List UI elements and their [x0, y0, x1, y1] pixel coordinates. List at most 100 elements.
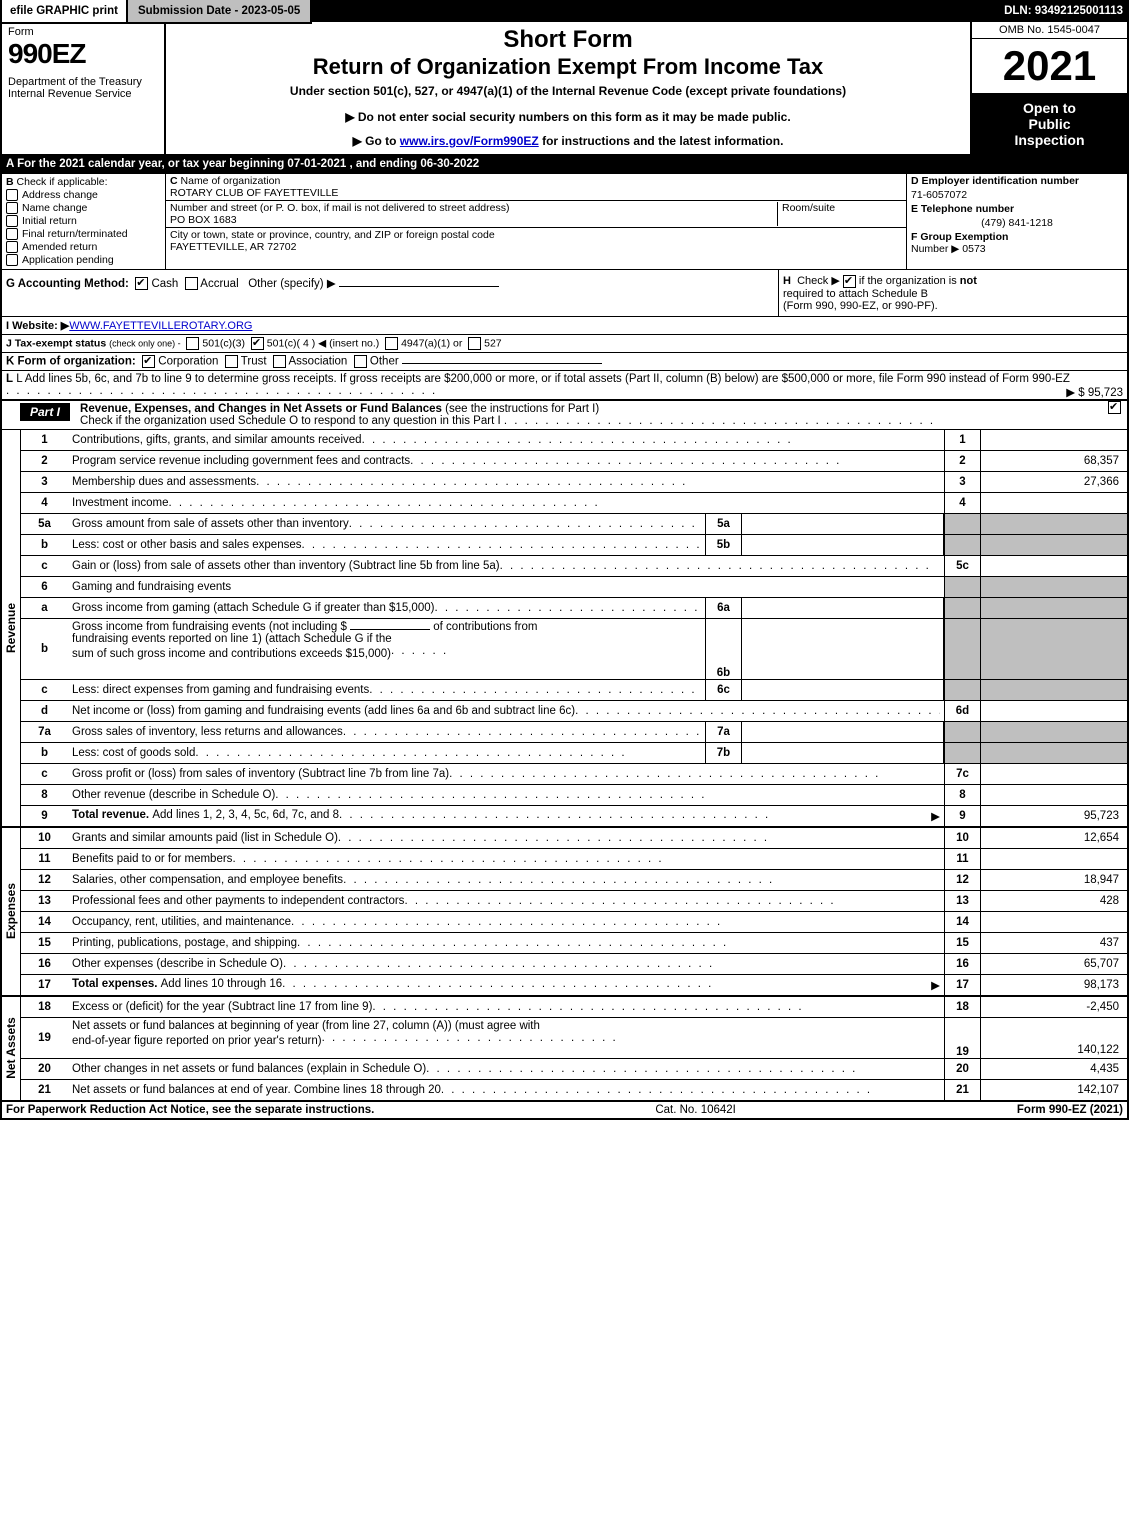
ssn-warning: ▶ Do not enter social security numbers o…: [172, 110, 964, 124]
line-end-val: 142,107: [980, 1080, 1127, 1100]
line-no: d: [21, 701, 68, 721]
line-no: 7a: [21, 722, 68, 742]
efile-print-button[interactable]: efile GRAPHIC print: [0, 0, 128, 24]
accounting-method: G Accounting Method: Cash Accrual Other …: [2, 270, 778, 316]
line-no: 12: [21, 870, 68, 890]
check-cash[interactable]: [135, 277, 148, 290]
line-end-no: 1: [944, 430, 980, 450]
line-c: cGain or (loss) from sale of assets othe…: [21, 556, 1127, 577]
end-grey: [944, 514, 980, 534]
mid-val: [742, 514, 944, 534]
line-10: 10Grants and similar amounts paid (list …: [21, 828, 1127, 849]
line-end-val: 437: [980, 933, 1127, 953]
check-schedule-b[interactable]: [843, 275, 856, 288]
line-end-no: 12: [944, 870, 980, 890]
line-label: Occupancy, rent, utilities, and maintena…: [68, 912, 944, 932]
line-end-no: 21: [944, 1080, 980, 1100]
ein-label: D Employer identification number: [911, 175, 1079, 187]
line-no: 4: [21, 493, 68, 513]
check-initial-return[interactable]: Initial return: [6, 215, 161, 227]
gross-receipts-row: L L Add lines 5b, 6c, and 7b to line 9 t…: [0, 371, 1129, 401]
check-address-change[interactable]: Address change: [6, 189, 161, 201]
line-12: 12Salaries, other compensation, and empl…: [21, 870, 1127, 891]
check-4947[interactable]: [385, 337, 398, 350]
line-end-val: -2,450: [980, 997, 1127, 1017]
check-schedule-o-part1[interactable]: [1108, 401, 1121, 414]
line-7a: 7aGross sales of inventory, less returns…: [21, 722, 1127, 743]
line-no: 16: [21, 954, 68, 974]
line-no: 3: [21, 472, 68, 492]
website-link[interactable]: WWW.FAYETTEVILLEROTARY.ORG: [69, 320, 252, 332]
line-end-val: [980, 430, 1127, 450]
mid-val: [742, 722, 944, 742]
omb-number: OMB No. 1545-0047: [972, 22, 1127, 39]
line-end-no: 6d: [944, 701, 980, 721]
line-end-val: 4,435: [980, 1059, 1127, 1079]
line-label: Net income or (loss) from gaming and fun…: [68, 701, 944, 721]
check-name-change[interactable]: Name change: [6, 202, 161, 214]
mid-no: 5b: [705, 535, 742, 555]
line-end-no: 5c: [944, 556, 980, 576]
dept-treasury: Department of the Treasury: [8, 76, 142, 88]
end-grey: [944, 722, 980, 742]
line-no: 10: [21, 828, 68, 848]
org-address: PO BOX 1683: [170, 214, 237, 226]
check-amended-return[interactable]: Amended return: [6, 241, 161, 253]
ein-value: 71-6057072: [907, 188, 1127, 202]
check-accrual[interactable]: [185, 277, 198, 290]
line-20: 20Other changes in net assets or fund ba…: [21, 1059, 1127, 1080]
short-form-title: Short Form: [172, 26, 964, 54]
room-suite: Room/suite: [777, 202, 902, 226]
check-527[interactable]: [468, 337, 481, 350]
check-association[interactable]: [273, 355, 286, 368]
mid-no: 7b: [705, 743, 742, 763]
section-bcdef: B Check if applicable: Address change Na…: [0, 174, 1129, 270]
irs-link[interactable]: www.irs.gov/Form990EZ: [400, 134, 539, 148]
check-trust[interactable]: [225, 355, 238, 368]
check-501c[interactable]: [251, 337, 264, 350]
netassets-table: Net Assets 18Excess or (deficit) for the…: [0, 997, 1129, 1102]
line-14: 14Occupancy, rent, utilities, and mainte…: [21, 912, 1127, 933]
check-other-org[interactable]: [354, 355, 367, 368]
check-final-return[interactable]: Final return/terminated: [6, 228, 161, 240]
check-corporation[interactable]: [142, 355, 155, 368]
website-row: I Website: ▶WWW.FAYETTEVILLEROTARY.ORG: [0, 317, 1129, 335]
check-501c3[interactable]: [186, 337, 199, 350]
line-b: bLess: cost or other basis and sales exp…: [21, 535, 1127, 556]
line-label: Gross income from gaming (attach Schedul…: [68, 598, 705, 618]
line-end-no: 11: [944, 849, 980, 869]
section-gh: G Accounting Method: Cash Accrual Other …: [0, 270, 1129, 317]
line-11: 11Benefits paid to or for members11: [21, 849, 1127, 870]
line-label: Investment income: [68, 493, 944, 513]
org-name: ROTARY CLUB OF FAYETTEVILLE: [170, 187, 338, 199]
line-end-val: [980, 556, 1127, 576]
line-no: 13: [21, 891, 68, 911]
line-no: 21: [21, 1080, 68, 1100]
line-no: 8: [21, 785, 68, 805]
part-1-title: Revenue, Expenses, and Changes in Net As…: [76, 401, 1091, 429]
form-label: Form: [8, 26, 158, 38]
line-no: 1: [21, 430, 68, 450]
end-grey-val: [980, 598, 1127, 618]
line-label: Benefits paid to or for members: [68, 849, 944, 869]
line-end-no: 10: [944, 828, 980, 848]
line-3: 3Membership dues and assessments327,366: [21, 472, 1127, 493]
end-grey-val: [980, 514, 1127, 534]
line-end-no: 16: [944, 954, 980, 974]
line-end-val: 27,366: [980, 472, 1127, 492]
line-no: c: [21, 680, 68, 700]
end-grey: [944, 680, 980, 700]
column-c-org-info: C Name of organization ROTARY CLUB OF FA…: [166, 174, 906, 269]
schedule-b-check: H Check ▶ if the organization is not req…: [778, 270, 1127, 316]
line-end-val: 65,707: [980, 954, 1127, 974]
goto-instructions: ▶ Go to www.irs.gov/Form990EZ for instru…: [172, 134, 964, 148]
check-application-pending[interactable]: Application pending: [6, 254, 161, 266]
line-label: Other revenue (describe in Schedule O): [68, 785, 944, 805]
line-label: Gross profit or (loss) from sales of inv…: [68, 764, 944, 784]
line-b: bLess: cost of goods sold7b: [21, 743, 1127, 764]
mid-no: 6a: [705, 598, 742, 618]
line-end-no: 3: [944, 472, 980, 492]
line-end-no: 18: [944, 997, 980, 1017]
column-def: D Employer identification number 71-6057…: [906, 174, 1127, 269]
netassets-vertical-label: Net Assets: [2, 997, 21, 1100]
